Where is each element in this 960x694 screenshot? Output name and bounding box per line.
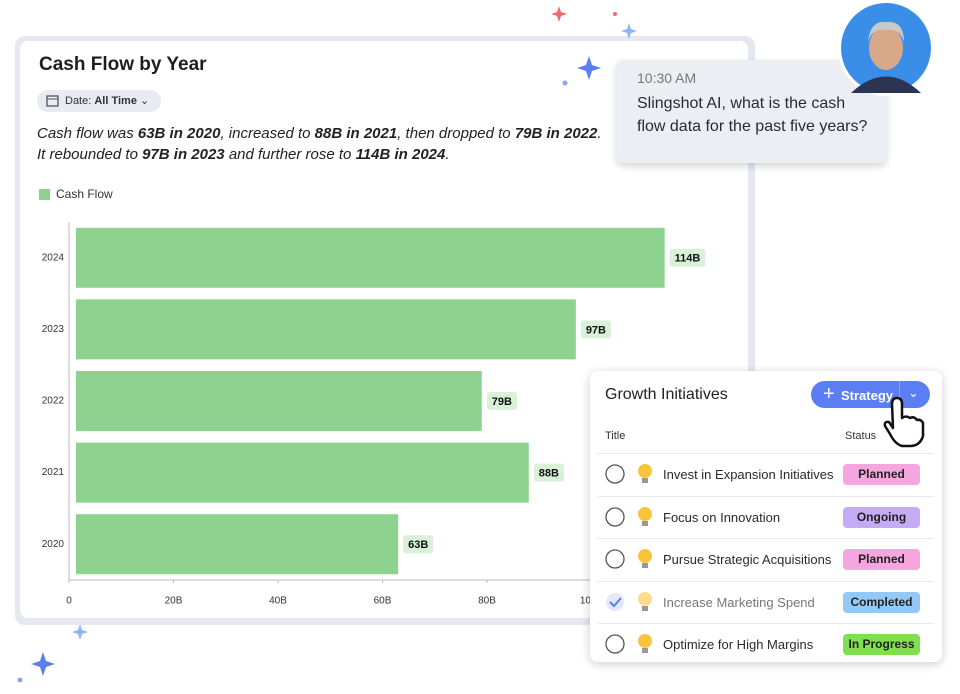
bulb (638, 634, 652, 648)
bar (76, 514, 399, 575)
summary-text: It rebounded to (37, 146, 143, 163)
bulb (638, 464, 652, 478)
status-pill: In Progress (843, 634, 920, 655)
x-tick-label: 40B (269, 596, 287, 607)
value-label: 97B (586, 324, 606, 336)
dropdown-icon: ⌄ (908, 385, 919, 400)
bulb-base (642, 520, 648, 526)
value-label: 114B (675, 253, 701, 265)
bar (76, 227, 665, 288)
bulb (638, 591, 652, 606)
hand-cursor (883, 396, 925, 448)
filter-label: Date: (65, 95, 92, 107)
summary-text: 79B in 2022 (514, 125, 598, 142)
row-icons (605, 464, 652, 484)
y-tick-label: 2023 (42, 324, 65, 335)
status-pill: Completed (843, 591, 920, 613)
bar (76, 442, 529, 503)
bar (76, 371, 482, 431)
value-label-bg (533, 463, 565, 482)
checkbox (606, 592, 624, 611)
row-icons (605, 634, 652, 654)
row-icons (606, 591, 652, 611)
x-tick-label: 80B (478, 596, 496, 607)
bulb-base (642, 563, 648, 568)
summary-text: 97B in 2023 (142, 146, 225, 163)
divider (899, 381, 900, 408)
status-pill: Planned (843, 549, 920, 570)
y-tick-label: 2024 (42, 252, 65, 263)
task-title: Optimize for High Margins (663, 637, 814, 652)
plus-icon: + (823, 383, 835, 405)
x-tick-label: 0 (66, 596, 72, 607)
summary-text: . (597, 125, 602, 142)
task-row[interactable]: Increase Marketing Spend Completed (598, 580, 934, 624)
value-label-bg (486, 392, 518, 410)
summary-text: Cash flow was (37, 125, 138, 142)
summary-text: and further rose to (224, 146, 356, 163)
summary-text: , then dropped to (397, 125, 515, 142)
bulb (638, 549, 652, 563)
checkbox (605, 549, 625, 569)
date-filter[interactable]: Date: All Time ⌄ (37, 90, 162, 112)
panel-title: Growth Initiatives (605, 386, 728, 403)
legend-label: Cash Flow (56, 187, 113, 201)
summary-line: Cash flow was 63B in 2020, increased to … (37, 123, 602, 144)
task-row[interactable]: Focus on Innovation Ongoing (598, 495, 934, 539)
initiatives-panel: Growth Initiatives + Strategy ⌄ Title St… (590, 371, 942, 662)
y-tick-label: 2021 (42, 467, 65, 478)
row-icons (605, 506, 652, 527)
value-label-bg (580, 320, 612, 339)
column-header: Title (605, 430, 626, 442)
summary-text: 88B in 2021 (314, 125, 398, 142)
task-row[interactable]: Optimize for High Margins In Progress (598, 623, 934, 666)
checkbox (605, 634, 625, 654)
value-label: 88B (539, 468, 559, 480)
bulb (638, 506, 652, 521)
task-title: Focus on Innovation (663, 509, 781, 525)
summary-text: 63B in 2020 (137, 125, 221, 142)
chat-time: 10:30 AM (637, 70, 697, 86)
x-tick-label: 60B (374, 596, 392, 607)
bulb-base (642, 478, 648, 483)
checkbox (605, 506, 625, 527)
bulb-base (642, 648, 648, 653)
value-label-bg (403, 535, 434, 554)
chat-message: Slingshot AI, what is the cash flow data… (637, 95, 868, 135)
value-label-bg (669, 248, 706, 267)
value-label: 79B (492, 396, 512, 408)
summary-line: It rebounded to 97B in 2023 and further … (37, 144, 602, 165)
filter-icon (46, 95, 59, 107)
bulb-base (642, 605, 648, 611)
strategy-button[interactable]: + Strategy ⌄ (811, 381, 930, 408)
summary: Cash flow was 63B in 2020, increased to … (37, 123, 602, 165)
task-row[interactable]: Invest in Expansion Initiatives Planned (598, 453, 934, 496)
summary-text: . (445, 146, 450, 163)
task-title: Pursue Strategic Acquisitions (663, 552, 832, 567)
bar (76, 299, 576, 360)
filter-value: All Time (94, 95, 137, 107)
chat-bubble: 10:30 AM Slingshot AI, what is the cash … (617, 60, 886, 163)
task-title: Invest in Expansion Initiatives (663, 467, 834, 482)
status-pill: Ongoing (843, 506, 920, 528)
task-row[interactable]: Pursue Strategic Acquisitions Planned (598, 538, 934, 581)
checkbox (605, 464, 625, 484)
chart-title: Cash Flow by Year (39, 54, 207, 75)
button-label: Strategy (841, 388, 894, 403)
value-label: 63B (408, 539, 428, 551)
checkmark (609, 596, 622, 607)
legend-swatch (39, 189, 50, 200)
x-tick-label: 20B (165, 596, 183, 607)
y-tick-label: 2020 (42, 539, 65, 550)
status-pill: Planned (843, 464, 920, 485)
task-title: Increase Marketing Spend (663, 594, 815, 610)
row-icons (605, 549, 652, 569)
column-header: Status (845, 430, 877, 442)
y-tick-label: 2022 (42, 396, 65, 407)
summary-text: 114B in 2024 (355, 146, 446, 163)
summary-text: , increased to (220, 125, 315, 142)
